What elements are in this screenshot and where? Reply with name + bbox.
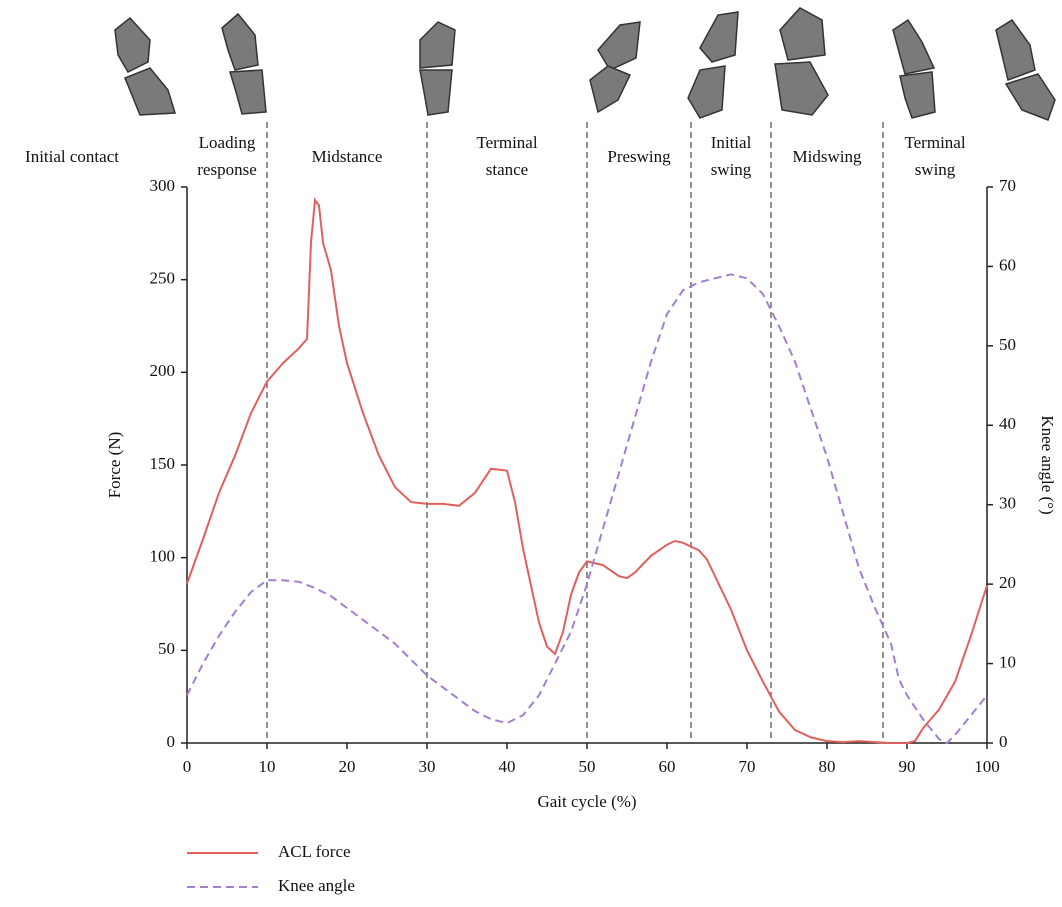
phase-label: Midswing (793, 147, 862, 166)
phase-label: response (197, 160, 256, 179)
y-tick-label: 150 (150, 454, 176, 473)
x-tick-label: 10 (259, 757, 276, 776)
x-tick-label: 60 (659, 757, 676, 776)
legend-label: ACL force (278, 842, 351, 861)
phase-label: Initial contact (25, 147, 119, 166)
series-line (186, 273, 988, 745)
y-tick-label: 250 (150, 269, 176, 288)
phase-label: Loading (199, 133, 256, 152)
x-tick-label: 20 (339, 757, 356, 776)
y2-tick-label: 30 (999, 494, 1016, 513)
x-tick-label: 90 (899, 757, 916, 776)
phase-label: Initial (711, 133, 752, 152)
y2-tick-label: 10 (999, 652, 1016, 671)
x-tick-label: 100 (974, 757, 1000, 776)
phase-label: Preswing (607, 147, 671, 166)
phase-label: stance (486, 160, 528, 179)
y2-tick-label: 40 (999, 414, 1016, 433)
x-tick-label: 50 (579, 757, 596, 776)
x-axis-title: Gait cycle (%) (537, 792, 636, 811)
y2-tick-label: 70 (999, 176, 1016, 195)
knee-icons (114, 7, 1056, 121)
x-tick-label: 70 (739, 757, 756, 776)
y-tick-label: 100 (150, 547, 176, 566)
y-tick-label: 200 (150, 361, 176, 380)
phase-label: Terminal (904, 133, 965, 152)
phase-label: swing (915, 160, 956, 179)
y2-axis-title: Knee angle (°) (1038, 415, 1057, 514)
y-tick-label: 300 (150, 176, 176, 195)
x-tick-label: 40 (499, 757, 516, 776)
x-tick-label: 80 (819, 757, 836, 776)
y2-tick-label: 50 (999, 335, 1016, 354)
y-tick-label: 0 (167, 732, 176, 751)
y-axis-title: Force (N) (105, 432, 124, 499)
phase-label: Midstance (312, 147, 383, 166)
x-tick-label: 0 (183, 757, 192, 776)
y2-tick-label: 20 (999, 573, 1016, 592)
y2-tick-label: 60 (999, 255, 1016, 274)
series-line (186, 197, 988, 744)
phase-label: Terminal (476, 133, 537, 152)
y-tick-label: 50 (158, 639, 175, 658)
x-tick-label: 30 (419, 757, 436, 776)
legend-label: Knee angle (278, 876, 355, 895)
phase-label: swing (711, 160, 752, 179)
y2-tick-label: 0 (999, 732, 1008, 751)
